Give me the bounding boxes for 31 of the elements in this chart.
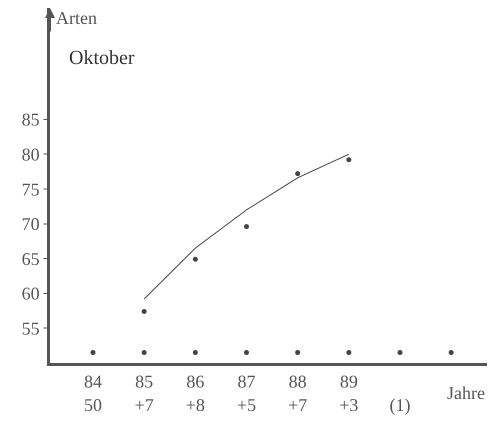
point <box>244 350 249 356</box>
x-axis-title: Jahre <box>447 383 485 403</box>
point <box>295 171 300 176</box>
x-tick-label: (1) <box>390 394 411 415</box>
point <box>142 308 147 314</box>
point <box>90 350 96 356</box>
point <box>142 350 147 356</box>
y-tick-label: 80 <box>22 144 40 164</box>
point <box>398 350 403 356</box>
line-series <box>144 154 350 300</box>
y-axis-title: Arten <box>56 8 97 28</box>
y-tick-label: 85 <box>22 110 40 130</box>
x-tick-label: 88 +7 <box>288 371 308 415</box>
point <box>244 224 249 230</box>
y-tick-label: 65 <box>22 248 40 269</box>
x-tick-label: 84 50 <box>84 371 102 415</box>
x-tick-label: 86 +8 <box>186 371 205 415</box>
text: Oktober <box>69 47 135 69</box>
y-tick-label: 70 <box>22 214 40 234</box>
point <box>295 350 300 356</box>
point <box>346 350 352 356</box>
y-tick-label: 55 <box>22 318 40 338</box>
x-tick-label: 85 +7 <box>134 371 154 415</box>
y-tick-label: 75 <box>22 179 40 200</box>
x-tick-label: 89 +3 <box>339 371 358 415</box>
point <box>192 256 198 262</box>
y-tick-label: 60 <box>22 284 40 304</box>
point <box>346 157 352 162</box>
x-tick-label: 87 +5 <box>236 371 256 415</box>
point <box>192 350 198 356</box>
point <box>448 350 454 356</box>
